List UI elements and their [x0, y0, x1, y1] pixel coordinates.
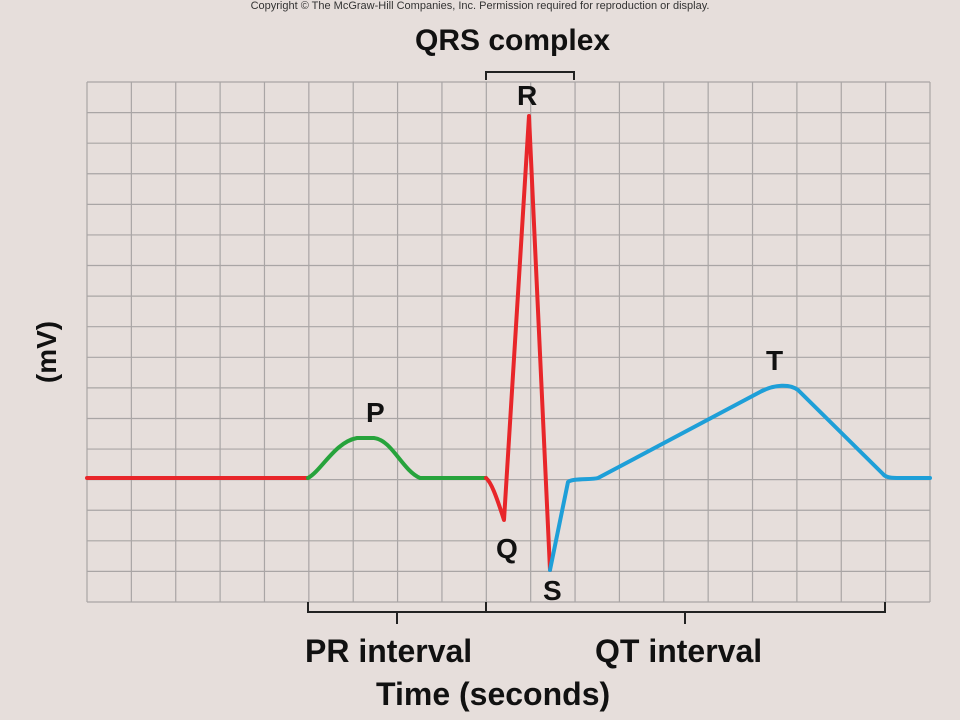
wave-q-label: Q — [496, 533, 518, 564]
wave-p-label: P — [366, 397, 385, 428]
wave-s-label: S — [543, 575, 562, 606]
p-wave-trace — [306, 436, 488, 480]
wave-r-label: R — [517, 80, 538, 111]
qt-interval-label: QT interval — [595, 633, 763, 669]
wave-t-label: T — [766, 345, 784, 376]
copyright-notice: Copyright © The McGraw-Hill Companies, I… — [250, 0, 710, 12]
t-wave-trace — [548, 383, 932, 572]
qt-interval-bracket — [485, 602, 886, 624]
pr-interval-label: PR interval — [305, 633, 473, 669]
y-axis-label: (mV) — [31, 320, 62, 384]
pr-interval-bracket — [307, 602, 487, 624]
qrs-complex-bracket — [485, 71, 575, 80]
qrs-complex-trace — [484, 114, 552, 572]
x-axis-label: Time (seconds) — [376, 676, 611, 712]
qrs-complex-label: QRS complex — [415, 24, 611, 57]
ecg-grid — [86, 81, 931, 603]
